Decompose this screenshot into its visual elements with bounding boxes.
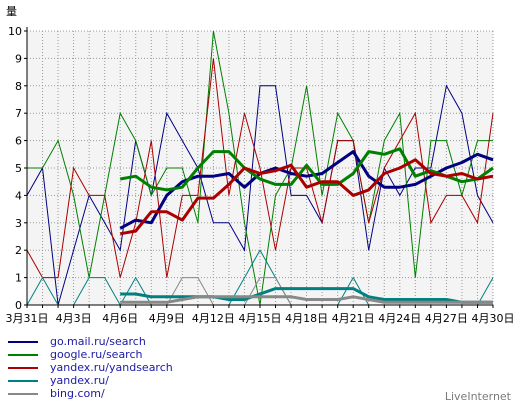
legend-item: yandex.ru/ xyxy=(8,374,173,387)
legend-item: bing.com/ xyxy=(8,387,173,400)
legend-swatch xyxy=(8,380,38,382)
legend-label: google.ru/search xyxy=(50,348,143,361)
legend-label: bing.com/ xyxy=(50,387,105,400)
x-tick-labels: 3月31日 4月3日 4月6日 4月9日 4月12日 4月15日 4月18日 4月21日 4月2… xyxy=(6,312,515,325)
legend-label: yandex.ru/ xyxy=(50,374,109,387)
trend-lines xyxy=(119,147,494,304)
brand-label: LiveInternet xyxy=(444,390,511,403)
trend-line xyxy=(119,150,494,230)
y-tick-label: 9 xyxy=(15,52,22,65)
y-axis-label: 量 xyxy=(6,5,17,18)
x-tick-label: 3月31日 xyxy=(6,312,49,325)
legend-label: go.mail.ru/search xyxy=(50,335,146,348)
x-tick-label: 4月3日 xyxy=(56,312,92,325)
legend-item: yandex.ru/yandsearch xyxy=(8,361,173,374)
y-tick-label: 3 xyxy=(15,217,22,230)
y-tick-labels: 0 1 2 3 4 5 6 7 8 9 10 xyxy=(8,25,22,312)
trend-line xyxy=(119,147,494,192)
grid xyxy=(27,30,494,305)
legend-swatch xyxy=(8,367,38,369)
x-tick-label: 4月18日 xyxy=(285,312,328,325)
y-tick-label: 4 xyxy=(15,189,22,202)
legend-label: yandex.ru/yandsearch xyxy=(50,361,173,374)
x-tick-label: 4月6日 xyxy=(102,312,138,325)
legend-item: go.mail.ru/search xyxy=(8,335,173,348)
x-tick-label: 4月30日 xyxy=(472,312,515,325)
x-tick-label: 4月27日 xyxy=(425,312,468,325)
y-tick-label: 0 xyxy=(15,299,22,312)
x-tick-label: 4月21日 xyxy=(332,312,375,325)
y-tick-label: 5 xyxy=(15,162,22,175)
y-tick-label: 6 xyxy=(15,135,22,148)
trend-line xyxy=(120,295,493,304)
series-line xyxy=(26,58,494,279)
y-tick-label: 7 xyxy=(15,107,22,120)
legend: go.mail.ru/search google.ru/search yande… xyxy=(8,335,173,400)
legend-swatch xyxy=(8,341,38,343)
legend-item: google.ru/search xyxy=(8,348,173,361)
line-chart: 0 1 2 3 4 5 6 7 8 9 10 3月31日 4月3日 4月6日 4月9日 4月12日 4月15日… xyxy=(6,5,515,325)
y-tick-label: 2 xyxy=(15,244,22,257)
y-tick-label: 1 xyxy=(15,272,22,285)
legend-swatch xyxy=(8,354,38,356)
y-tick-label: 10 xyxy=(8,25,22,38)
x-tick-label: 4月12日 xyxy=(192,312,235,325)
y-tick-label: 8 xyxy=(15,80,22,93)
x-tick-label: 4月15日 xyxy=(239,312,282,325)
x-tick-label: 4月9日 xyxy=(149,312,185,325)
trend-line xyxy=(120,287,493,304)
series-line xyxy=(26,84,494,306)
x-tick-label: 4月24日 xyxy=(378,312,421,325)
legend-swatch xyxy=(8,393,38,395)
trend-line xyxy=(119,158,494,236)
axes xyxy=(24,27,494,308)
